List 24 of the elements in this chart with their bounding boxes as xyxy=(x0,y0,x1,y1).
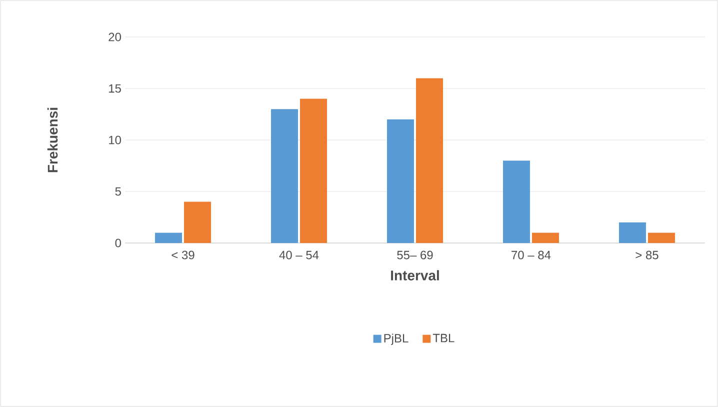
x-tick-label: 55– 69 xyxy=(397,250,433,260)
bar xyxy=(618,222,646,243)
y-tick-label: 5 xyxy=(115,187,121,196)
bar xyxy=(271,109,298,243)
x-tick-label: 70 – 84 xyxy=(512,250,551,260)
legend-label: TBL xyxy=(432,334,454,342)
bar xyxy=(184,202,212,243)
bar xyxy=(155,232,182,243)
y-tick-label: 10 xyxy=(109,136,122,144)
x-axis-title: Interval xyxy=(391,270,439,280)
bar xyxy=(502,160,530,243)
legend-label: PjBL xyxy=(384,334,408,345)
bar xyxy=(300,98,327,243)
x-tick-label: 40 – 54 xyxy=(279,250,319,260)
x-tick-label: > 85 xyxy=(636,250,658,260)
bar xyxy=(532,232,559,243)
y-tick-label: 15 xyxy=(109,84,121,93)
y-tick-label: 20 xyxy=(108,32,122,42)
x-tick-label: < 39 xyxy=(172,250,194,260)
bar xyxy=(387,119,414,243)
bar xyxy=(648,232,675,243)
y-tick-label: 0 xyxy=(115,238,122,248)
y-axis-title: Frekuensi xyxy=(47,108,58,172)
bar xyxy=(416,78,443,243)
